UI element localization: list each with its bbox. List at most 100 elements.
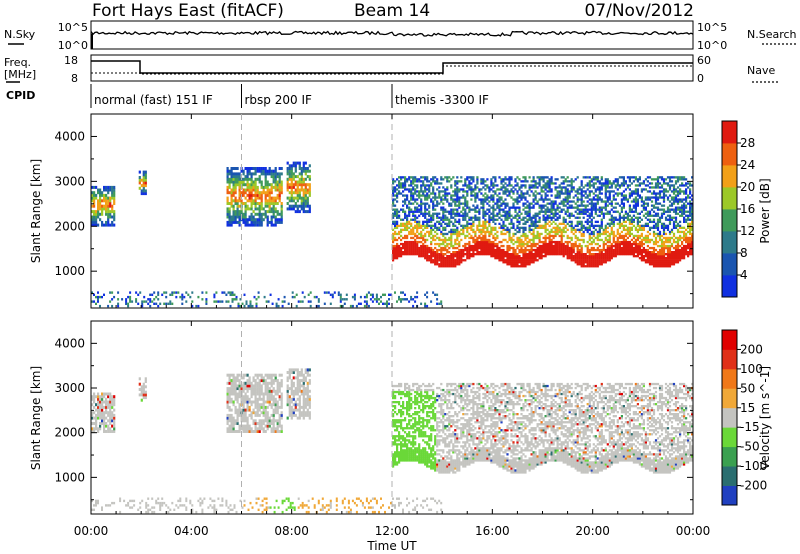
heatmap-cell	[668, 261, 672, 264]
heatmap-cell	[414, 240, 417, 244]
heatmap-cell	[428, 194, 431, 197]
heatmap-cell	[622, 220, 625, 224]
heatmap-cell	[107, 204, 110, 208]
heatmap-cell	[450, 220, 453, 224]
heatmap-cell	[594, 206, 597, 209]
heatmap-cell	[620, 230, 623, 234]
heatmap-cell	[556, 194, 559, 197]
heatmap-cell	[232, 218, 235, 222]
heatmap-cell	[454, 198, 457, 201]
heatmap-cell	[416, 226, 419, 230]
heatmap-cell	[594, 188, 597, 191]
heatmap-cell	[687, 222, 690, 226]
heatmap-cell	[574, 234, 577, 238]
heatmap-cell	[333, 291, 336, 294]
heatmap-cell	[430, 192, 433, 195]
heatmap-cell	[532, 228, 535, 232]
heatmap-cell	[564, 190, 567, 193]
heatmap-cell	[398, 210, 401, 213]
heatmap-cell	[420, 206, 423, 209]
heatmap-cell	[642, 255, 645, 258]
heatmap-cell	[478, 222, 481, 226]
heatmap-cell	[432, 204, 435, 207]
heatmap-cell	[679, 259, 682, 262]
heatmap-cell	[492, 186, 495, 189]
heatmap-cell	[524, 212, 527, 215]
heatmap-cell	[380, 300, 382, 303]
heatmap-cell	[490, 212, 493, 215]
heatmap-cell	[290, 193, 293, 197]
heatmap-cell	[620, 194, 623, 197]
heatmap-cell	[458, 253, 461, 256]
heatmap-cell	[508, 259, 511, 262]
heatmap-cell	[480, 206, 483, 209]
heatmap-cell	[244, 183, 247, 187]
heatmap-cell	[262, 207, 265, 211]
heatmap-cell	[144, 189, 147, 193]
heatmap-cell	[442, 257, 445, 260]
heatmap-cell	[598, 188, 601, 191]
heatmap-cell	[550, 244, 553, 248]
heatmap-cell	[636, 190, 639, 193]
heatmap-cell	[620, 216, 623, 219]
heatmap-cell	[488, 204, 491, 207]
heatmap-cell	[424, 186, 427, 189]
heatmap-cell	[628, 188, 631, 191]
heatmap-cell	[691, 228, 693, 232]
heatmap-cell	[416, 184, 419, 187]
heatmap-cell	[636, 212, 639, 215]
heatmap-cell	[668, 204, 672, 207]
heatmap-cell	[426, 257, 429, 260]
heatmap-cell	[564, 198, 567, 201]
heatmap-cell	[428, 214, 431, 217]
heatmap-cell	[105, 202, 108, 205]
heatmap-cell	[506, 202, 509, 205]
heatmap-cell	[508, 228, 511, 232]
heatmap-cell	[526, 248, 529, 252]
heatmap-cell	[252, 193, 255, 197]
heatmap-cell	[165, 302, 168, 305]
heatmap-cell	[410, 246, 413, 250]
heatmap-cell	[679, 255, 682, 258]
heatmap-cell	[306, 202, 309, 205]
heatmap-cell	[234, 183, 237, 187]
heatmap-cell	[450, 253, 453, 256]
heatmap-cell	[466, 178, 469, 181]
heatmap-cell	[246, 223, 249, 227]
heatmap-cell	[140, 184, 143, 188]
heatmap-cell	[440, 242, 443, 246]
heatmap-cell	[462, 259, 465, 262]
heatmap-cell	[538, 257, 541, 260]
heatmap-cell	[365, 300, 368, 303]
heatmap-cell	[548, 240, 551, 244]
heatmap-cell	[654, 194, 658, 197]
heatmap-cell	[658, 216, 662, 219]
heatmap-cell	[598, 228, 601, 232]
heatmap-cell	[650, 200, 654, 203]
heatmap-cell	[486, 253, 489, 256]
heatmap-cell	[396, 178, 399, 181]
heatmap-cell	[482, 226, 485, 230]
heatmap-cell	[580, 200, 583, 203]
heatmap-cell	[596, 230, 599, 234]
heatmap-cell	[454, 214, 457, 217]
heatmap-cell	[238, 180, 241, 184]
heatmap-cell	[438, 259, 441, 262]
heatmap-cell	[452, 230, 455, 234]
heatmap-cell	[634, 255, 637, 258]
heatmap-cell	[689, 244, 692, 248]
heatmap-cell	[648, 226, 652, 230]
heatmap-cell	[498, 246, 501, 250]
heatmap-cell	[632, 204, 635, 207]
heatmap-cell	[418, 190, 421, 193]
heatmap-cell	[474, 184, 477, 187]
heatmap-cell	[288, 207, 291, 211]
heatmap-cell	[502, 224, 505, 228]
heatmap-cell	[466, 202, 469, 205]
heatmap-cell	[514, 188, 517, 191]
heatmap-cell	[298, 180, 301, 184]
heatmap-cell	[676, 194, 680, 197]
cpid-segment-label: normal (fast) 151 IF	[94, 93, 213, 107]
heatmap-cell	[524, 186, 527, 189]
heatmap-cell	[414, 180, 417, 183]
